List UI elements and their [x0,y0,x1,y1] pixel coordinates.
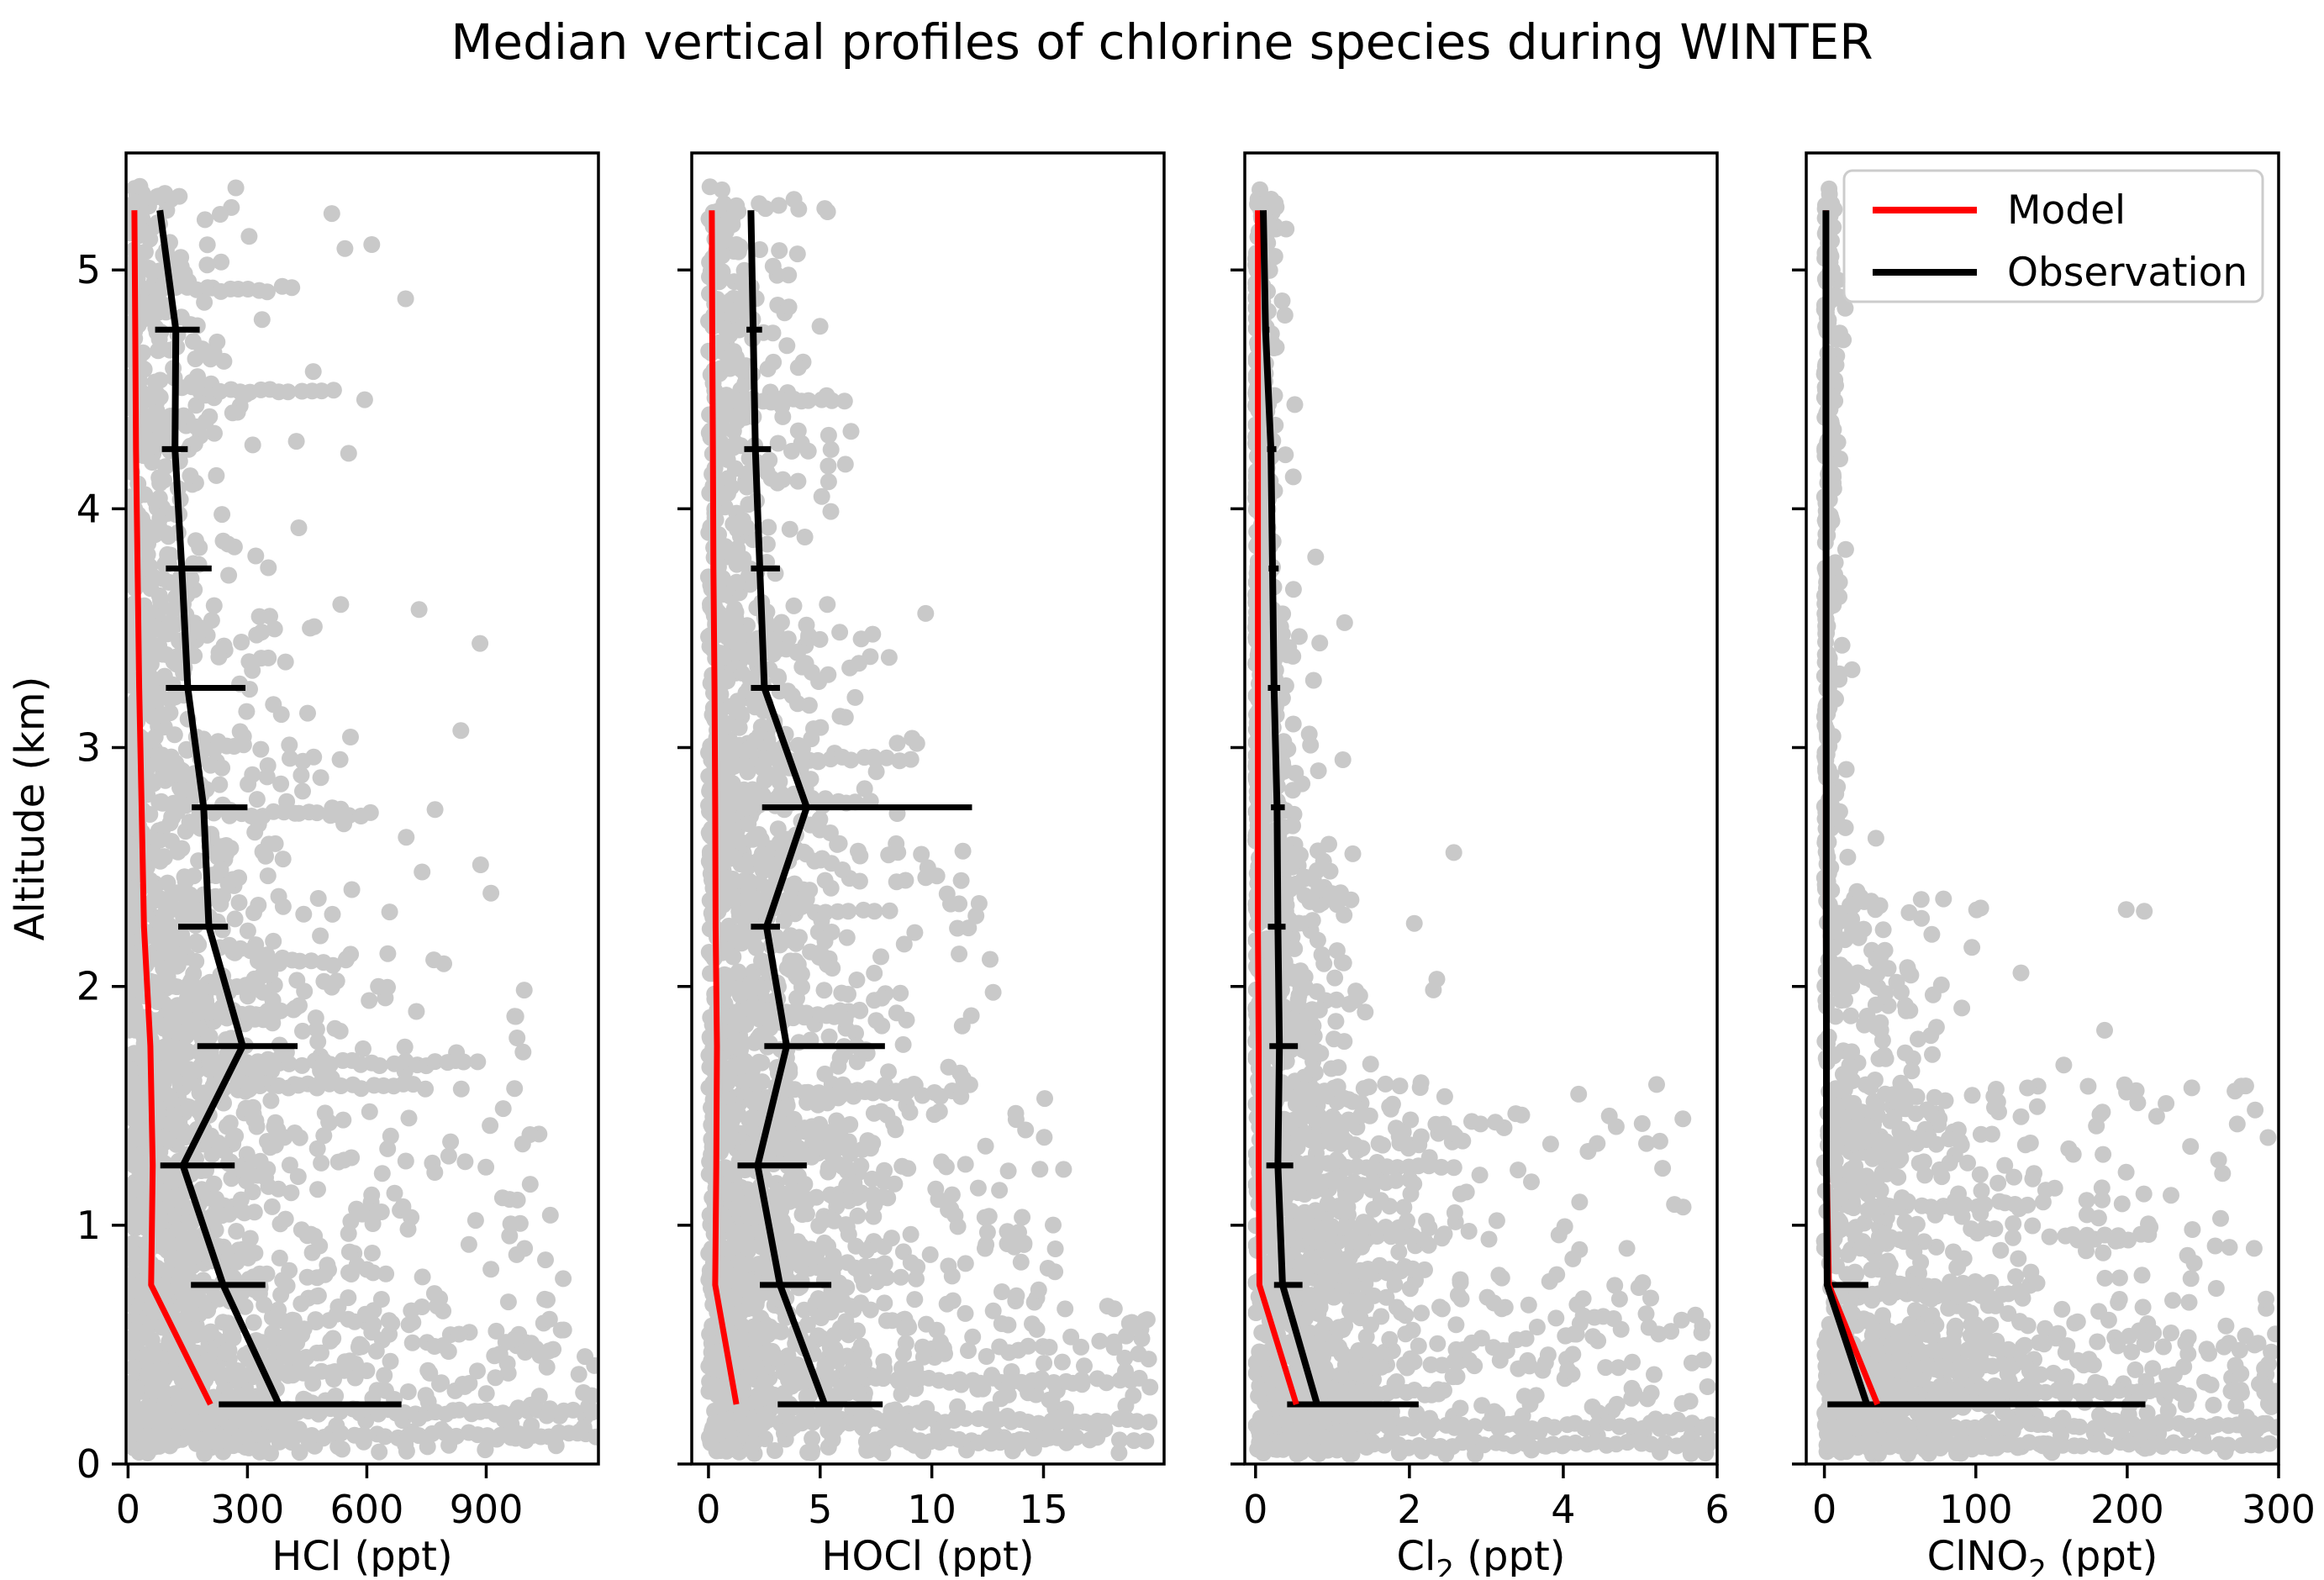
x-axis-label-cl2: Cl2 (ppt) [1397,1533,1566,1577]
y-tick-label: 2 [76,964,101,1009]
scatter-points-clno2 [1816,181,2285,1463]
panel-clno2: 0 100 200 300 ClNO2 (ppt) [1792,153,2316,1577]
x-tick-label: 100 [1939,1487,2013,1532]
x-axis-cl2: 0 2 4 6 [1243,1464,1729,1532]
legend-model-label: Model [2007,187,2126,234]
scatter-points-hcl [119,178,604,1462]
scatter-points-cl2 [1247,182,1719,1463]
y-axis-hocl [677,270,692,1464]
x-tick-label: 200 [2090,1487,2164,1532]
x-axis-label-hocl: HOCl (ppt) [821,1533,1034,1577]
x-tick-label: 300 [2242,1487,2316,1532]
panel-hcl: 0 300 600 900 0 1 2 3 4 5 HCl (ppt) [76,153,604,1577]
x-axis-clno2: 0 100 200 300 [1812,1464,2316,1532]
y-tick-label: 4 [76,486,101,531]
y-tick-label: 1 [76,1203,101,1248]
x-axis-hcl: 0 300 600 900 [116,1464,524,1532]
y-tick-label: 3 [76,725,101,771]
x-axis-label-clno2: ClNO2 (ppt) [1927,1533,2158,1577]
legend: Model Observation [1844,171,2263,302]
x-tick-label: 0 [696,1487,720,1532]
x-axis-hocl: 0 5 10 15 [696,1464,1067,1532]
x-tick-label: 900 [450,1487,524,1532]
x-tick-label: 2 [1397,1487,1421,1532]
legend-observation-label: Observation [2007,250,2248,296]
x-tick-label: 5 [808,1487,832,1532]
x-axis-label-hcl: HCl (ppt) [271,1533,452,1577]
y-axis-cl2 [1231,270,1245,1464]
x-tick-label: 600 [330,1487,404,1532]
y-tick-label: 5 [76,247,101,292]
x-tick-label: 0 [116,1487,140,1532]
scatter-points-hocl [700,178,1158,1462]
x-tick-label: 15 [1019,1487,1068,1532]
y-axis-label: Altitude (km) [7,677,54,941]
panel-cl2: 0 2 4 6 Cl2 (ppt) [1231,153,1730,1577]
x-tick-label: 10 [907,1487,956,1532]
x-tick-label: 0 [1812,1487,1837,1532]
y-axis-clno2 [1792,270,1806,1464]
y-axis-hcl: 0 1 2 3 4 5 [76,247,126,1487]
x-tick-label: 0 [1243,1487,1267,1532]
x-tick-label: 300 [210,1487,284,1532]
y-tick-label: 0 [76,1441,101,1487]
x-tick-label: 4 [1551,1487,1575,1532]
x-tick-label: 6 [1705,1487,1729,1532]
